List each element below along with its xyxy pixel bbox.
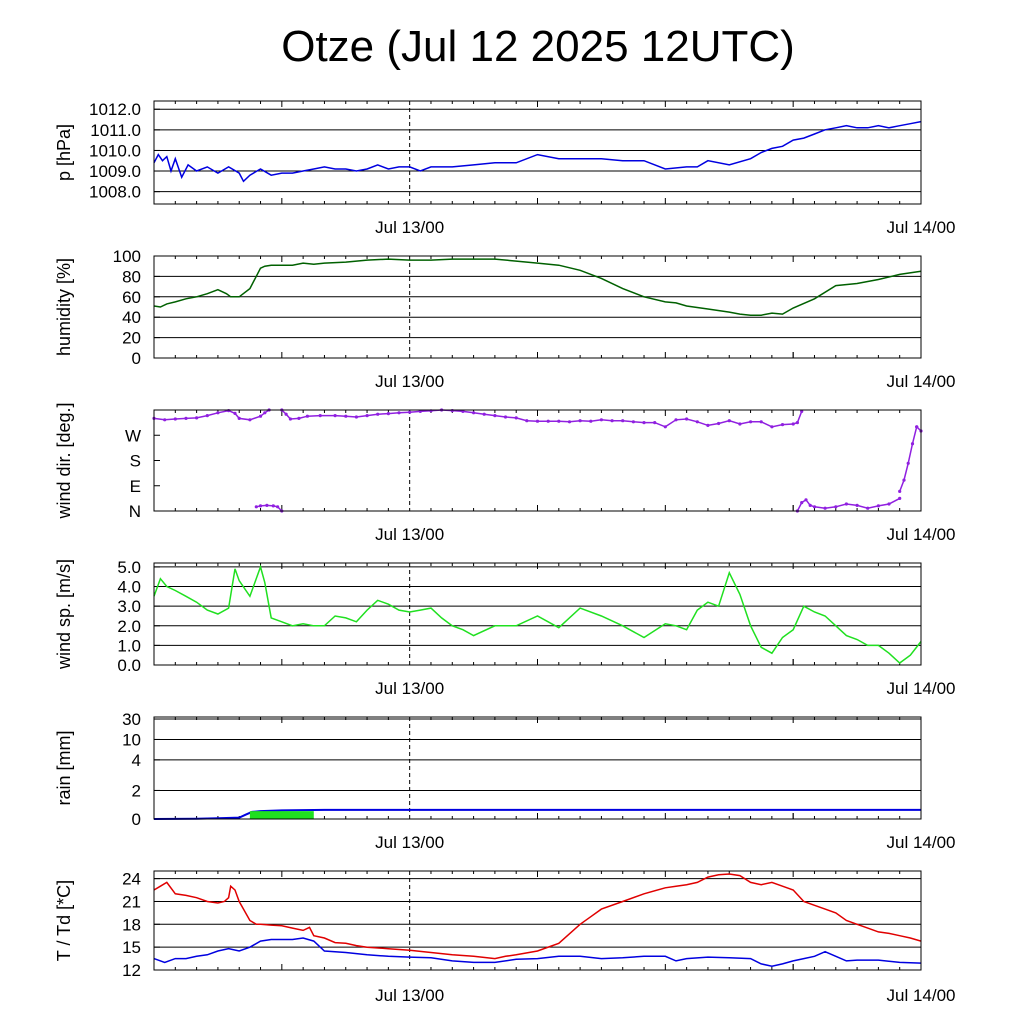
y-axis-label: p [hPa] <box>54 124 74 181</box>
x-tick-label: Jul 14/00 <box>887 218 956 237</box>
y-tick-label: 60 <box>122 288 141 307</box>
x-tick-label: Jul 13/00 <box>375 372 444 391</box>
x-tick-label: Jul 13/00 <box>375 218 444 237</box>
plot-frame <box>153 716 922 820</box>
y-tick-label: 1008.0 <box>89 183 141 202</box>
y-tick-label: 18 <box>122 915 141 934</box>
y-tick-label: N <box>129 502 141 521</box>
series-line-T <box>153 873 922 960</box>
y-tick-label: 0.0 <box>117 656 141 675</box>
chart-title: Otze (Jul 12 2025 12UTC) <box>281 22 795 71</box>
y-tick-label: 40 <box>122 308 141 327</box>
y-tick-label: 0 <box>132 810 141 829</box>
plot-frame <box>153 870 922 971</box>
y-tick-label: 10 <box>122 730 141 749</box>
y-axis-label: humidity [%] <box>54 258 74 356</box>
panel-wind_speed: 0.01.02.03.04.05.0 wind sp. [m/s] Jul 13/0… <box>54 558 956 698</box>
y-axis-label: wind sp. [m/s] <box>54 559 74 670</box>
y-tick-label: 4 <box>132 751 141 770</box>
y-tick-label: 30 <box>122 710 141 729</box>
y-tick-label: 3.0 <box>117 597 141 616</box>
y-axis-label: wind dir. [deg.] <box>54 402 74 519</box>
y-tick-label: 12 <box>122 961 141 980</box>
y-tick-label: 2 <box>132 781 141 800</box>
plot-frame <box>153 409 922 512</box>
rain-rate-bar <box>249 811 314 819</box>
y-tick-label: 20 <box>122 329 141 348</box>
x-tick-label: Jul 13/00 <box>375 833 444 852</box>
series-line-humidity <box>153 258 922 316</box>
y-axis-label: T / Td [*C] <box>54 880 74 961</box>
y-tick-label: 80 <box>122 267 141 286</box>
y-tick-label: 5.0 <box>117 558 141 577</box>
rain-accumulated-line <box>153 808 921 820</box>
y-tick-label: 1.0 <box>117 636 141 655</box>
y-tick-label: 4.0 <box>117 578 141 597</box>
y-tick-label: 0 <box>132 349 141 368</box>
wind-dir-trace <box>898 426 918 492</box>
x-tick-label: Jul 13/00 <box>375 525 444 544</box>
plot-frame <box>153 255 922 359</box>
x-tick-label: Jul 14/00 <box>887 986 956 1005</box>
wind-dir-trace <box>796 497 901 512</box>
panel-temperature: 12 15 18 21 24 T / Td [*C] Jul 13/00 Jul 14/00 <box>54 870 956 1005</box>
x-tick-label: Jul 14/00 <box>887 679 956 698</box>
x-tick-label: Jul 14/00 <box>887 833 956 852</box>
series-line-Td <box>153 937 922 967</box>
plot-frame <box>153 100 922 205</box>
series-line-wind_speed <box>153 564 922 664</box>
y-tick-label: S <box>130 452 141 471</box>
y-tick-label: 1009.0 <box>89 162 141 181</box>
y-axis-label: rain [mm] <box>54 730 74 805</box>
plot-frame <box>153 562 922 666</box>
y-tick-label: 24 <box>122 870 141 889</box>
wind-dir-trace <box>281 409 803 428</box>
wind-dir-trace <box>153 409 270 421</box>
series-line-pressure <box>153 120 922 183</box>
y-tick-label: E <box>130 477 141 496</box>
x-tick-label: Jul 13/00 <box>375 986 444 1005</box>
y-tick-label: W <box>125 426 141 445</box>
y-tick-label: 1010.0 <box>89 141 141 160</box>
y-tick-label: 1012.0 <box>89 100 141 119</box>
y-tick-label: 100 <box>113 247 141 266</box>
y-tick-label: 1011.0 <box>90 121 141 140</box>
wind-dir-trace <box>256 504 283 512</box>
x-tick-label: Jul 13/00 <box>375 679 444 698</box>
x-tick-label: Jul 14/00 <box>887 525 956 544</box>
wind-dir-trace <box>916 426 922 432</box>
y-tick-label: 21 <box>122 892 141 911</box>
x-tick-label: Jul 14/00 <box>887 372 956 391</box>
y-tick-label: 2.0 <box>117 617 141 636</box>
y-tick-label: 15 <box>122 938 141 957</box>
